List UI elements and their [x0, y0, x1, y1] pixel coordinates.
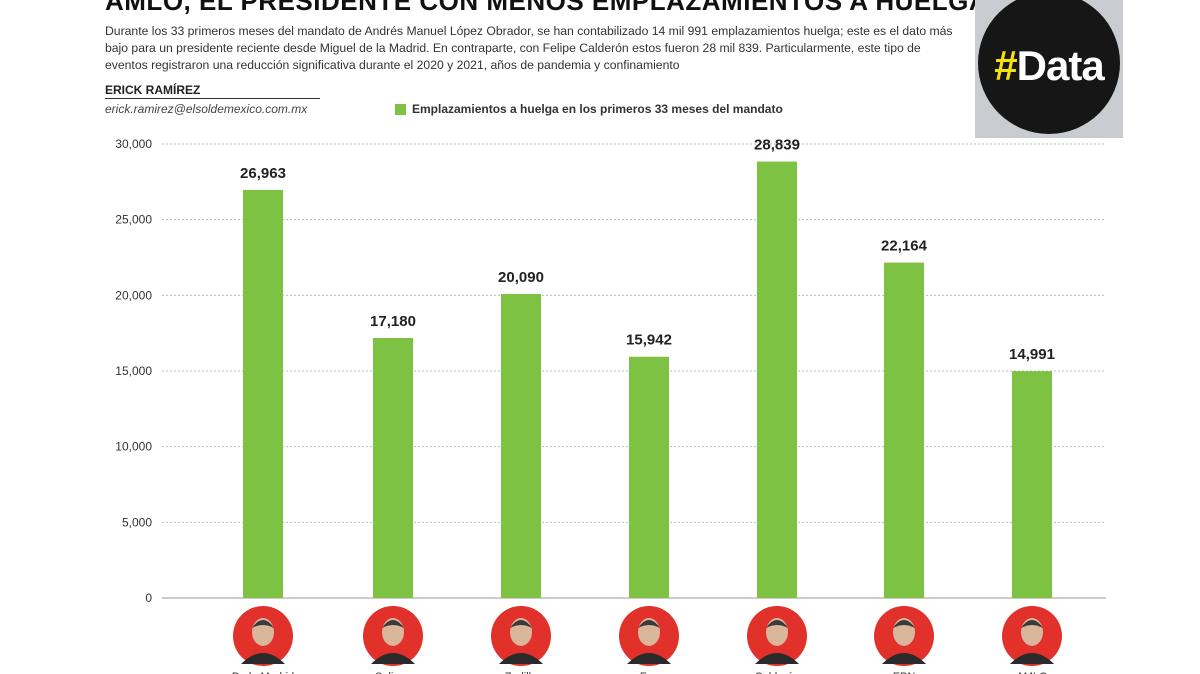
data-label: 28,839 — [754, 137, 800, 154]
data-label: 15,942 — [626, 332, 672, 349]
avatar-hair — [893, 620, 915, 628]
avatar-hair — [252, 620, 274, 628]
avatar-shoulders — [499, 653, 543, 664]
y-tick-label: 30,000 — [115, 137, 152, 151]
bar — [629, 356, 669, 598]
avatar-shoulders — [371, 653, 415, 664]
legend: Emplazamientos a huelga en los primeros … — [395, 102, 783, 116]
x-category-label: Zedillo — [505, 671, 537, 674]
x-category-label: AMLO — [1016, 671, 1048, 674]
data-badge-circle: #Data — [978, 0, 1120, 134]
avatar-hair — [382, 620, 404, 628]
avatar-shoulders — [627, 653, 671, 664]
y-tick-label: 0 — [145, 591, 152, 605]
data-label: 17,180 — [370, 313, 416, 330]
avatar-shoulders — [241, 653, 285, 664]
bar — [1012, 371, 1052, 598]
data-label: 26,963 — [240, 165, 286, 182]
data-label: 14,991 — [1009, 346, 1055, 363]
x-category-label: Calderón — [755, 671, 800, 674]
avatar-hair — [766, 620, 788, 628]
y-tick-label: 20,000 — [115, 288, 152, 302]
data-badge-logo: #Data — [994, 42, 1104, 89]
y-tick-label: 25,000 — [115, 213, 152, 227]
data-label: 22,164 — [881, 238, 928, 255]
avatar-hair — [1021, 620, 1043, 628]
avatar-shoulders — [882, 653, 926, 664]
data-badge: #Data — [975, 0, 1123, 138]
x-category-label: De la Madrid — [232, 671, 294, 674]
data-label: 20,090 — [498, 269, 544, 286]
author-email: erick.ramirez@elsoldemexico.com.mx — [105, 102, 308, 116]
x-category-label: EPN — [893, 671, 916, 674]
avatar-shoulders — [755, 653, 799, 664]
avatar-shoulders — [1010, 653, 1054, 664]
bar — [243, 189, 283, 598]
legend-swatch — [395, 103, 406, 115]
x-category-label: Salinas — [375, 671, 412, 674]
page-title: AMLO, EL PRESIDENTE CON MENOS EMPLAZAMIE… — [105, 0, 989, 16]
y-tick-label: 5,000 — [122, 515, 152, 529]
bar — [373, 338, 413, 598]
x-category-label: Fox — [640, 671, 659, 674]
y-tick-label: 15,000 — [115, 364, 152, 378]
bar — [757, 161, 797, 598]
author-name: ERICK RAMÍREZ — [105, 83, 320, 99]
avatar-hair — [638, 620, 660, 628]
legend-label: Emplazamientos a huelga en los primeros … — [412, 102, 783, 116]
y-tick-label: 10,000 — [115, 440, 152, 454]
bar — [884, 262, 924, 598]
avatar-hair — [510, 620, 532, 628]
bar — [501, 293, 541, 598]
description: Durante los 33 primeros meses del mandat… — [105, 24, 953, 72]
